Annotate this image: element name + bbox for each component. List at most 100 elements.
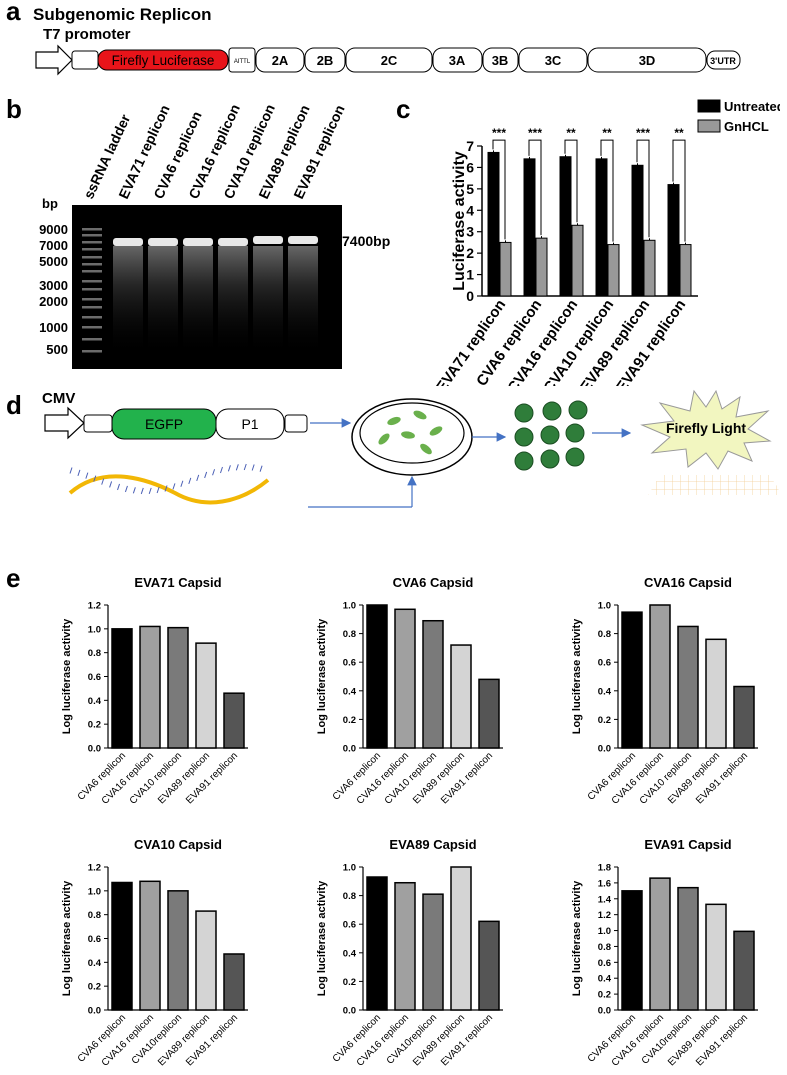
gel-band — [113, 238, 143, 246]
y-axis-label: Log luciferase activity — [316, 880, 328, 996]
y-tick-label: 1.2 — [88, 863, 101, 874]
utr5-box-d — [83, 414, 113, 433]
ladder-band — [82, 248, 102, 251]
light-burst-icon — [640, 389, 772, 470]
y-tick-label: 0.0 — [598, 744, 611, 755]
x-tick-label: CVA6 replicon — [586, 1012, 638, 1064]
cmv-promoter-arrow-icon — [44, 406, 85, 440]
bar — [631, 164, 644, 297]
seg-2c-label: 2C — [381, 53, 398, 68]
bar — [195, 642, 217, 749]
legend-swatch — [697, 119, 721, 133]
significance-label: *** — [636, 126, 650, 140]
y-tick-label: 7 — [466, 138, 474, 154]
panel-b-letter: b — [6, 94, 22, 124]
band-size-label: 7400bp — [342, 233, 390, 249]
panel-a-letter: a — [6, 0, 21, 26]
bar — [450, 644, 472, 749]
panel-d-letter: d — [6, 390, 22, 420]
y-tick-label: 1.2 — [598, 910, 611, 921]
legend-swatch — [697, 99, 721, 113]
y-tick-label: 1.0 — [598, 926, 611, 937]
seg-2a-box — [255, 47, 305, 73]
ladder-band — [82, 256, 102, 259]
y-tick-label: 4 — [466, 202, 474, 218]
bar — [649, 877, 671, 1011]
seg-3c-box — [518, 47, 588, 73]
bar — [478, 920, 500, 1011]
bar — [679, 244, 692, 297]
chart-title: EVA91 Capsid — [644, 837, 731, 852]
y-tick-label: 1.8 — [598, 863, 611, 874]
y-tick-label: 0.4 — [598, 686, 612, 697]
bar — [621, 890, 643, 1011]
y-tick-label: 1.4 — [598, 894, 612, 905]
bar — [733, 685, 755, 749]
significance-label: ** — [566, 126, 576, 140]
y-tick-label: 0.6 — [343, 920, 356, 931]
bar — [478, 678, 500, 749]
capsid-chart: CVA6 Capsid 0.0 0.2 0.4 0.6 0.8 1.0 Log lucifer… — [316, 575, 503, 807]
bar — [677, 886, 699, 1011]
seg-3d-label: 3D — [639, 53, 656, 68]
y-tick-label: 0.6 — [88, 672, 101, 683]
gel-band — [183, 238, 213, 246]
y-tick-label: 0.2 — [343, 715, 356, 726]
significance-label: *** — [492, 126, 506, 140]
gel-smear — [218, 246, 248, 356]
y-tick-label: 1.2 — [88, 601, 101, 612]
gel-smear — [148, 246, 178, 356]
seg-2b-label: 2B — [317, 53, 334, 68]
firefly-light-label: Firefly Light — [666, 420, 746, 436]
bar — [535, 237, 548, 297]
significance-label: *** — [528, 126, 542, 140]
bar — [571, 224, 584, 297]
y-tick-label: 0.8 — [88, 910, 101, 921]
chart-title: CVA6 Capsid — [393, 575, 474, 590]
bp-label: bp — [42, 196, 58, 211]
ladder-band — [82, 316, 102, 319]
panel-c-letter: c — [396, 94, 411, 124]
y-tick-label: 0.2 — [598, 715, 611, 726]
seg-2c-box — [345, 47, 433, 73]
seg-2b-box — [304, 47, 346, 73]
bar — [167, 890, 189, 1011]
seg-3a-label: 3A — [449, 53, 466, 68]
y-tick-label: 0.2 — [88, 720, 101, 731]
bar — [394, 881, 416, 1011]
gel-band — [288, 236, 318, 244]
y-tick-label: 1.0 — [598, 601, 611, 612]
x-tick-label: CVA6 replicon — [331, 1012, 383, 1064]
bar — [705, 638, 727, 749]
ladder-band — [82, 350, 102, 353]
ladder-mark-label: 500 — [46, 342, 68, 357]
capsid-chart: EVA91 Capsid 0.0 0.2 0.4 0.6 0.8 1.0 1.2 1.4 1.6 1… — [571, 837, 758, 1069]
virus-particles-icon — [514, 400, 588, 471]
bar — [643, 239, 656, 297]
bar — [705, 903, 727, 1011]
seg-3c-label: 3C — [545, 53, 562, 68]
x-tick-label: CVA6 replicon — [331, 750, 383, 802]
y-tick-label: 0.0 — [598, 1006, 611, 1017]
capsid-charts: EVA71 Capsid 0.0 0.2 0.4 0.6 0.8 1.0 1.2 Log luc… — [61, 575, 758, 1069]
y-tick-label: 0.8 — [598, 942, 611, 953]
bar — [111, 628, 133, 749]
y-tick-label: 3 — [466, 224, 474, 240]
luciferase-box — [97, 49, 229, 71]
bar — [559, 156, 572, 297]
y-tick-label: 0.6 — [88, 934, 101, 945]
x-tick-label: EVA91 replicon — [694, 1012, 750, 1068]
y-tick-label: 0.6 — [598, 958, 611, 969]
chart-title: CVA10 Capsid — [134, 837, 222, 852]
bar — [111, 881, 133, 1011]
y-tick-label: 0.4 — [343, 948, 357, 959]
chart-title: EVA71 Capsid — [134, 575, 221, 590]
x-tick-label: EVA91 replicon — [184, 1012, 240, 1068]
y-tick-label: 0.8 — [343, 891, 356, 902]
ladder-mark-label: 1000 — [39, 320, 68, 335]
bar — [523, 158, 536, 297]
ladder-band — [82, 270, 102, 273]
y-tick-label: 1 — [466, 267, 474, 283]
capsid-chart: CVA16 Capsid 0.0 0.2 0.4 0.6 0.8 1.0 Log lucife… — [571, 575, 758, 807]
gel-band — [218, 238, 248, 246]
